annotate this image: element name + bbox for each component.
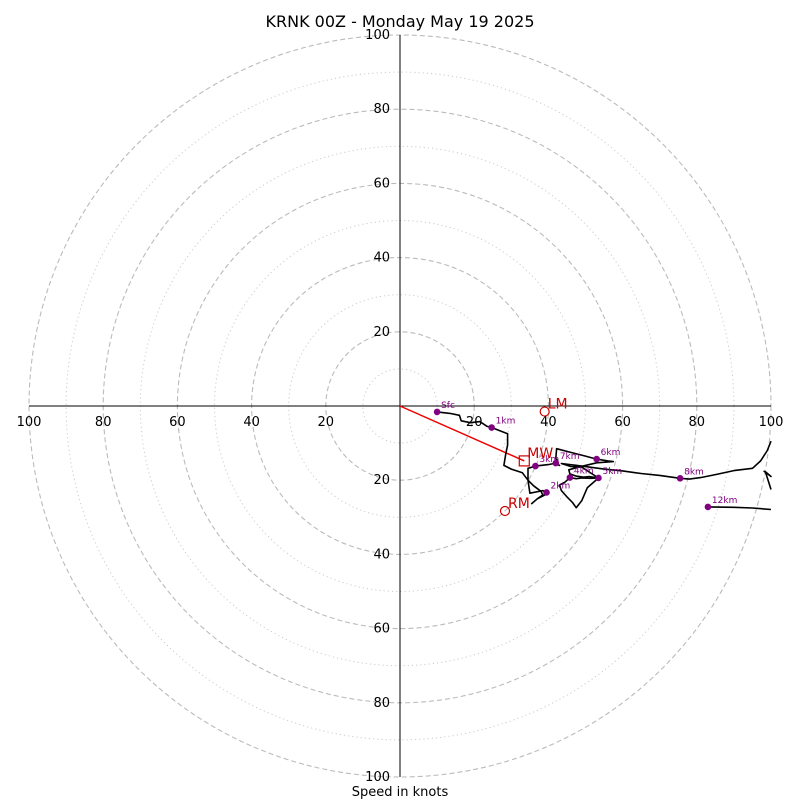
height-marker-point: [704, 503, 712, 511]
hodograph-trace: [437, 411, 772, 509]
y-tick-label: 60: [373, 622, 390, 637]
height-marker-label: 3km: [539, 455, 559, 465]
tick-labels: 100 80 60 40 20 20 40 60 80 100100806040202040608…: [17, 28, 784, 785]
height-markers: Sfc 1km 2km 3km 4km 5km 6km 7km 8km 12km: [433, 401, 737, 511]
x-tick-label: 80: [95, 415, 112, 430]
x-tick-label: 20: [318, 415, 335, 430]
height-marker-label: Sfc: [441, 401, 455, 411]
y-tick-label: 80: [373, 102, 390, 117]
storm-motion-label: RM: [508, 496, 530, 512]
storm-motion-marker: [539, 406, 550, 417]
x-tick-label: 80: [689, 415, 706, 430]
height-marker-point: [552, 459, 560, 467]
x-tick-label: 60: [614, 415, 631, 430]
storm-motion-marker: [499, 505, 511, 517]
y-tick-label: 60: [373, 176, 390, 191]
height-marker-point: [488, 424, 495, 431]
y-tick-label: 40: [373, 251, 390, 266]
height-marker-point: [593, 455, 600, 463]
wind-trace: [437, 411, 772, 511]
height-marker-label: 6km: [601, 448, 621, 458]
height-marker-label: 1km: [496, 417, 516, 427]
storm-motion-marker: [518, 455, 530, 467]
height-marker-point: [676, 475, 684, 482]
storm-motions: LM RM MW: [499, 397, 568, 517]
y-tick-label: 100: [365, 28, 390, 43]
y-tick-label: 20: [373, 473, 390, 488]
hodograph-trace-edge: [763, 470, 772, 490]
y-tick-label: 100: [365, 770, 390, 785]
x-tick-label: 40: [540, 415, 557, 430]
height-marker-point: [543, 489, 550, 496]
storm-motion-label: LM: [548, 397, 568, 413]
height-marker-point: [532, 462, 539, 470]
height-marker-point: [433, 408, 441, 416]
height-marker-point: [595, 474, 602, 482]
storm-motion-label: MW: [527, 446, 553, 462]
height-marker-point: [566, 474, 574, 481]
height-marker-label: 4km: [574, 467, 594, 477]
hodograph-trace-upper: [707, 506, 772, 511]
x-axis-label: Speed in knots: [352, 785, 449, 800]
height-marker-label: 12km: [712, 496, 737, 506]
y-tick-label: 80: [373, 696, 390, 711]
x-tick-label: 100: [759, 415, 784, 430]
height-marker-label: 2km: [551, 481, 571, 491]
shear-vector: [399, 405, 525, 462]
y-tick-label: 20: [373, 325, 390, 340]
height-marker-label: 5km: [602, 467, 622, 477]
x-tick-label: 60: [169, 415, 186, 430]
chart-title: KRNK 00Z - Monday May 19 2025: [266, 12, 535, 31]
height-marker-label: 7km: [560, 452, 580, 462]
height-marker-label: 8km: [684, 467, 704, 477]
y-tick-label: 40: [373, 547, 390, 562]
x-tick-label: 100: [17, 415, 42, 430]
bulk-shear-line: [399, 405, 525, 462]
x-tick-label: 40: [243, 415, 260, 430]
